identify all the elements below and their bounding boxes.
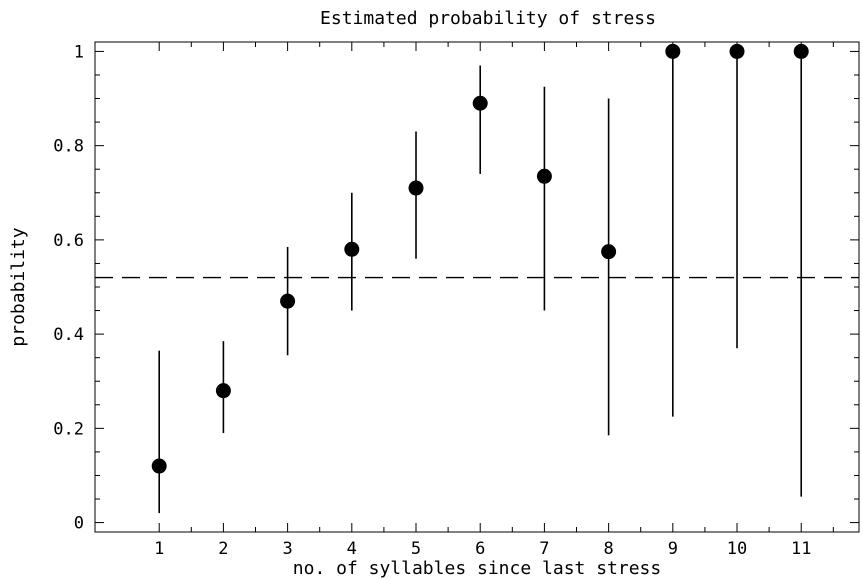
x-tick-label: 4 (347, 539, 357, 559)
data-point (536, 168, 552, 184)
data-points (151, 43, 809, 474)
error-bars (158, 51, 803, 514)
x-tick-label: 7 (539, 539, 549, 559)
data-point (793, 43, 809, 59)
data-point (280, 293, 296, 309)
y-tick-label: 0.6 (53, 231, 84, 251)
x-tick-label: 5 (411, 539, 421, 559)
x-axis-title: no. of syllables since last stress (293, 558, 661, 579)
y-tick-label: 0.8 (53, 137, 84, 157)
data-point (408, 180, 424, 196)
chart-title: Estimated probability of stress (320, 8, 656, 29)
y-tick-label: 0.2 (53, 419, 84, 439)
x-tick-label: 2 (218, 539, 228, 559)
data-point (215, 383, 231, 399)
x-tick-label: 9 (668, 539, 678, 559)
y-tick-label: 0.4 (53, 325, 84, 345)
x-tick-label: 3 (282, 539, 292, 559)
x-tick-label: 10 (727, 539, 747, 559)
data-point (344, 241, 360, 257)
data-point (601, 244, 617, 260)
y-axis-title: probability (8, 227, 29, 346)
data-point (665, 43, 681, 59)
x-axis: 1 2 3 4 5 6 7 8 9 10 11 (154, 42, 834, 559)
y-tick-label: 0 (74, 514, 84, 534)
data-point (151, 458, 167, 474)
data-point (729, 43, 745, 59)
x-tick-label: 8 (603, 539, 613, 559)
x-tick-label: 6 (475, 539, 485, 559)
data-point (472, 95, 488, 111)
y-tick-label: 1 (74, 42, 84, 62)
x-tick-label: 1 (154, 539, 164, 559)
y-axis: 0 0.2 0.4 0.6 0.8 1 (53, 42, 859, 534)
x-tick-label: 11 (791, 539, 811, 559)
plot-frame (94, 41, 860, 533)
